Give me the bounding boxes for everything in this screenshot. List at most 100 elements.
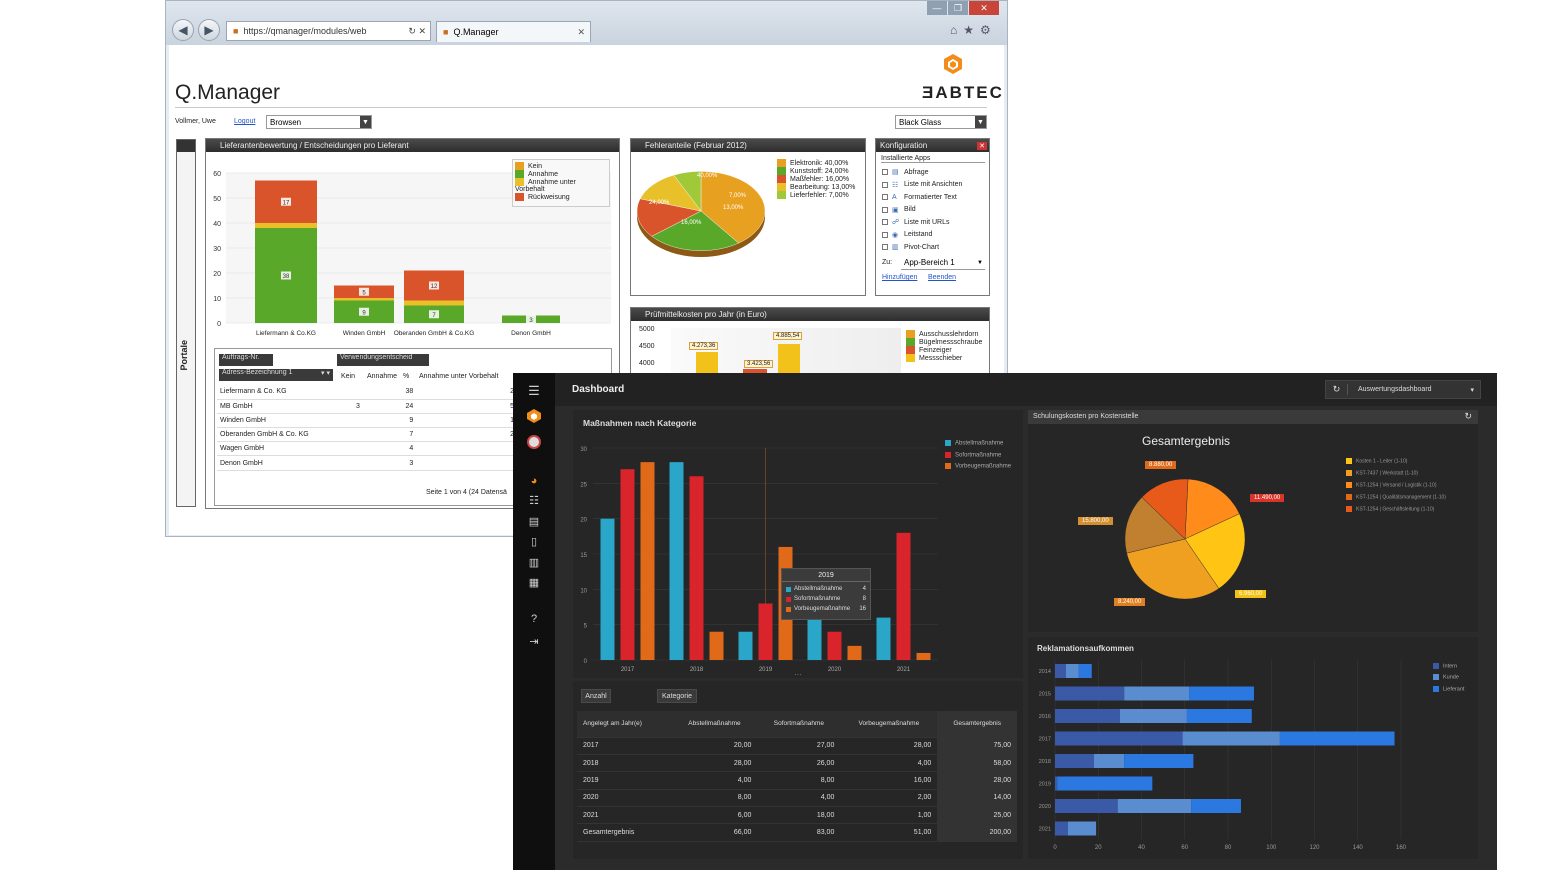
checkbox[interactable]: [882, 169, 888, 176]
add-link[interactable]: Hinzufügen: [882, 274, 918, 281]
pivot-table: Liefermann & Co. KG382MB GmbH3245Winden …: [217, 385, 517, 471]
tab-qmanager[interactable]: ■ Q.Manager ✕: [436, 21, 591, 42]
cell-vorbehalt: 2: [424, 427, 517, 443]
babtec-logo-icon[interactable]: [526, 408, 542, 424]
tooltip-row: Abstellmaßnahme 4: [786, 584, 866, 594]
table-cell: 25,00: [937, 806, 1017, 825]
mode-select[interactable]: Browsen ▼: [266, 115, 372, 129]
app-item[interactable]: ☷ Liste mit Ansichten: [882, 179, 989, 192]
close-window-button[interactable]: ✕: [969, 1, 999, 15]
minimize-button[interactable]: —: [927, 1, 947, 15]
mode-select-value: Browsen: [270, 117, 302, 127]
legend-swatch: [1433, 663, 1439, 669]
table-row[interactable]: Denon GmbH 3: [217, 455, 517, 471]
close-icon[interactable]: ✕: [977, 141, 987, 150]
column-header[interactable]: Sofortmaßnahme: [757, 711, 841, 738]
app-item[interactable]: ▤ Abfrage: [882, 166, 989, 179]
cost-label: 3.423,56: [744, 360, 774, 368]
table-row[interactable]: 2021 6,00 18,00 1,00 25,00: [577, 806, 1017, 825]
refresh-icon[interactable]: ↻ ✕: [408, 25, 426, 36]
table-row[interactable]: Winden GmbH 91: [217, 413, 517, 429]
theme-select[interactable]: Black Glass ▼: [895, 115, 987, 129]
refresh-icon[interactable]: ↻: [1326, 384, 1348, 395]
logout-link[interactable]: Logout: [234, 118, 256, 125]
clipboard-icon[interactable]: ▤: [528, 516, 540, 528]
legend-swatch: [777, 191, 786, 199]
checkbox[interactable]: [882, 181, 888, 188]
table-row[interactable]: Gesamtergebnis 66,00 83,00 51,00 200,00: [577, 823, 1017, 842]
refresh-icon[interactable]: ↻: [1464, 411, 1472, 421]
bar: [1078, 664, 1092, 678]
checkbox[interactable]: [882, 194, 888, 201]
x-tick: Winden GmbH: [343, 330, 386, 337]
card-title: Reklamationsaufkommen: [1037, 644, 1134, 653]
cell-annahme: 24: [362, 399, 417, 414]
finish-link[interactable]: Beenden: [928, 274, 957, 281]
forward-icon[interactable]: ▶: [198, 19, 220, 41]
help-icon[interactable]: ?: [530, 613, 538, 625]
list-icon[interactable]: ☷: [529, 495, 539, 507]
tab-close-icon[interactable]: ✕: [577, 26, 585, 37]
app-item[interactable]: ◉ Leitstand: [882, 229, 989, 242]
checkbox[interactable]: [882, 219, 888, 226]
table-row[interactable]: Oberanden GmbH & Co. KG 72: [217, 427, 517, 443]
menu-icon[interactable]: ☰: [528, 383, 540, 398]
col-annahme[interactable]: Annahme: [367, 373, 397, 380]
y-tick: 5: [584, 624, 588, 630]
field-anzahl[interactable]: Anzahl: [581, 689, 611, 703]
x-tick: 0: [1053, 845, 1057, 851]
cell-pct: [416, 441, 425, 457]
table-row[interactable]: 2020 8,00 4,00 2,00 14,00: [577, 789, 1017, 808]
pie-legend: Kosten 1 - Leiter (1-10) KST-7437 | Werks…: [1346, 458, 1474, 518]
table-row[interactable]: Liefermann & Co. KG 38 2: [217, 385, 517, 400]
column-header[interactable]: Angelegt am Jahr(e): [577, 711, 672, 738]
maximize-button[interactable]: ❐: [948, 1, 968, 15]
app-item[interactable]: A Formatierter Text: [882, 191, 989, 204]
book-icon[interactable]: ▥: [528, 557, 540, 569]
table-row[interactable]: 2019 4,00 8,00 16,00 28,00: [577, 771, 1017, 790]
document-icon[interactable]: ▯: [530, 536, 538, 548]
column-header[interactable]: Abstellmaßnahme: [671, 711, 758, 738]
cell-vorbehalt: [424, 441, 517, 457]
app-item[interactable]: ☍ Liste mit URLs: [882, 216, 989, 229]
group-select[interactable]: Adress-Bezeichnung 1 ▾ ▾: [219, 369, 333, 381]
library-icon[interactable]: ▦: [528, 577, 540, 589]
field-auftrags-nr[interactable]: Auftrags-Nr.: [219, 354, 273, 366]
site-icon: ■: [233, 26, 239, 36]
table-row[interactable]: 2017 20,00 27,00 28,00 75,00: [577, 737, 1017, 755]
x-tick: 60: [1181, 845, 1188, 851]
table-row[interactable]: Wagen GmbH 4: [217, 441, 517, 457]
portal-collapse-icon[interactable]: [177, 140, 195, 152]
field-verwendungsentscheid[interactable]: Verwendungsentscheid: [337, 354, 429, 366]
col-kein[interactable]: Kein: [341, 373, 356, 380]
table-row[interactable]: 2018 28,00 26,00 4,00 58,00: [577, 754, 1017, 773]
logout-icon[interactable]: ⇥: [529, 636, 539, 648]
avatar[interactable]: [526, 435, 542, 451]
pie-labels: 40,00% 24,00% 7,00% 13,00% 16,00%: [649, 173, 747, 226]
app-item[interactable]: ▥ Pivot-Chart: [882, 241, 989, 254]
back-icon[interactable]: ◀: [172, 19, 194, 41]
bar: [1055, 709, 1120, 723]
checkbox[interactable]: [882, 206, 888, 213]
col-vorbehalt[interactable]: Annahme unter Vorbehalt: [419, 373, 499, 380]
dashboard-icon[interactable]: ◕: [530, 475, 538, 487]
y-tick: 0: [217, 321, 221, 328]
cell-kein: 3: [340, 399, 363, 414]
target-select[interactable]: App-Bereich 1 ▼: [901, 256, 985, 270]
home-star-gear-icons[interactable]: ⌂★⚙: [950, 23, 997, 37]
field-kategorie[interactable]: Kategorie: [657, 689, 697, 703]
column-header[interactable]: Gesamtergebnis: [937, 711, 1017, 738]
col-pct[interactable]: %: [403, 373, 410, 380]
app-item[interactable]: ▣ Bild: [882, 204, 989, 217]
legend-label: Lieferant: [1443, 686, 1465, 693]
measures-table: Angelegt am Jahr(e) Abstellmaßnahme Sofort…: [577, 711, 1017, 842]
dashboard-selector[interactable]: ↻ Auswertungsdashboard ▾: [1325, 380, 1481, 399]
checkbox[interactable]: [882, 244, 888, 251]
table-cell: 4,00: [671, 771, 758, 790]
address-bar[interactable]: ■ https://qmanager/modules/web ↻ ✕: [226, 21, 431, 41]
tooltip-value: 4: [862, 586, 866, 592]
column-header[interactable]: Vorbeugemaßnahme: [840, 711, 938, 738]
portal-strip[interactable]: Portale: [176, 139, 196, 507]
checkbox[interactable]: [882, 231, 888, 238]
